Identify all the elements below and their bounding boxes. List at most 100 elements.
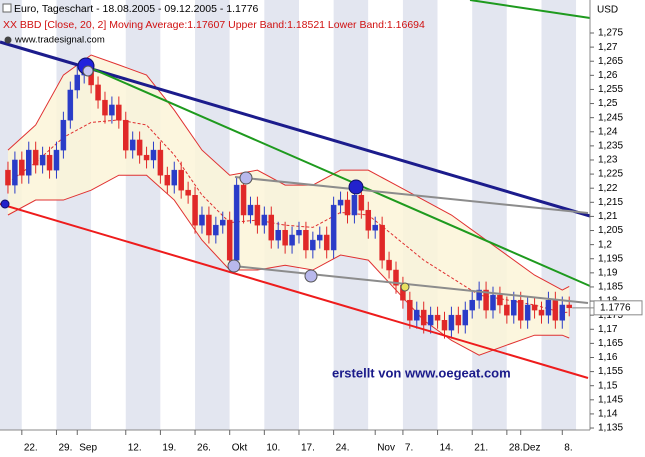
week-stripe bbox=[125, 0, 161, 430]
y-tick-label: 1,215 bbox=[598, 197, 623, 208]
candle-body bbox=[136, 139, 143, 156]
candle-body bbox=[129, 139, 136, 151]
candle-body bbox=[296, 229, 302, 236]
y-tick-label: 1,185 bbox=[598, 282, 623, 293]
candle-body bbox=[171, 169, 178, 186]
y-tick-label: 1,195 bbox=[598, 253, 623, 264]
y-tick-label: 1,155 bbox=[598, 366, 623, 377]
week-stripe bbox=[472, 0, 507, 430]
candle-body bbox=[455, 314, 462, 326]
candle-body bbox=[379, 224, 385, 261]
candle-body bbox=[26, 149, 32, 176]
y-tick-label: 1,17 bbox=[598, 324, 618, 335]
candle-body bbox=[95, 84, 101, 101]
candle-body bbox=[497, 294, 503, 306]
x-tick-label: 14. bbox=[440, 443, 454, 454]
candle-body bbox=[372, 224, 378, 231]
y-tick-label: 1,25 bbox=[598, 98, 618, 109]
candle-body bbox=[275, 229, 281, 241]
candle-body bbox=[365, 209, 372, 231]
candle-body bbox=[310, 239, 316, 251]
candles bbox=[5, 61, 572, 339]
candle-body bbox=[351, 194, 358, 216]
candle-body bbox=[552, 299, 559, 321]
y-tick-label: 1,22 bbox=[598, 183, 618, 194]
candle-body bbox=[150, 149, 157, 161]
week-stripe bbox=[506, 0, 542, 430]
candle-body bbox=[233, 184, 240, 261]
y-tick-label: 1,16 bbox=[598, 352, 618, 363]
candle-body bbox=[157, 149, 164, 176]
x-tick-label: 22. bbox=[24, 443, 38, 454]
y-tick-label: 1,165 bbox=[598, 338, 623, 349]
candle-body bbox=[393, 269, 399, 286]
candle-body bbox=[282, 229, 288, 246]
candle-body bbox=[206, 214, 212, 236]
x-tick-label: 8. bbox=[564, 443, 572, 454]
candle-body bbox=[358, 194, 365, 211]
y-tick-label: 1,14 bbox=[598, 409, 618, 420]
candle-body bbox=[441, 319, 448, 331]
candle-body bbox=[39, 154, 46, 166]
candle-body bbox=[476, 289, 482, 301]
x-tick-label: 10. bbox=[266, 443, 280, 454]
x-tick-label: Sep bbox=[79, 443, 97, 454]
candle-body bbox=[192, 194, 198, 226]
x-tick-label: 21. bbox=[474, 443, 488, 454]
candle-body bbox=[185, 189, 191, 196]
candle-body bbox=[213, 224, 219, 236]
y-tick-label: 1,21 bbox=[598, 211, 618, 222]
y-tick-label: 1,26 bbox=[598, 70, 618, 81]
x-tick-label: 12. bbox=[128, 443, 142, 454]
candle-body bbox=[420, 309, 427, 326]
candle-body bbox=[531, 304, 538, 311]
candle-body bbox=[226, 219, 233, 261]
candle-body bbox=[483, 289, 489, 311]
candle-body bbox=[268, 214, 275, 241]
y-tick-label: 1,2 bbox=[598, 239, 612, 250]
candle-body bbox=[524, 304, 531, 321]
chart-subtitle: XX BBD [Close, 20, 2] Moving Average:1.1… bbox=[3, 19, 425, 31]
week-stripe bbox=[0, 0, 22, 430]
anchor-point bbox=[239, 171, 253, 185]
y-tick-label: 1,23 bbox=[598, 155, 618, 166]
candle-body bbox=[317, 234, 323, 241]
candle-body bbox=[344, 199, 351, 216]
x-tick-label: 17. bbox=[301, 443, 315, 454]
candle-body bbox=[559, 304, 566, 321]
candle-body bbox=[109, 104, 115, 116]
candle-body bbox=[199, 214, 205, 226]
x-tick-label: Okt bbox=[232, 443, 248, 454]
candle-body bbox=[330, 204, 337, 251]
candle-body bbox=[323, 234, 330, 251]
y-tick-label: 1,135 bbox=[598, 423, 623, 434]
candle-body bbox=[303, 229, 309, 251]
candle-body bbox=[448, 314, 455, 331]
title-icon bbox=[2, 3, 12, 13]
candle-body bbox=[220, 219, 226, 226]
y-tick-label: 1,245 bbox=[598, 112, 623, 123]
y-tick-label: 1,15 bbox=[598, 380, 618, 391]
candle-body bbox=[337, 199, 344, 206]
anchor-point bbox=[82, 65, 94, 77]
candle-body bbox=[123, 119, 129, 151]
anchor-point bbox=[400, 282, 410, 292]
y-tick-label: 1,265 bbox=[598, 56, 623, 67]
anchor-point bbox=[304, 269, 318, 283]
candle-body bbox=[102, 99, 108, 116]
y-axis-label: USD bbox=[597, 5, 618, 16]
y-tick-label: 1,145 bbox=[598, 394, 623, 405]
candle-body bbox=[289, 234, 295, 246]
x-tick-label: 29. bbox=[58, 443, 72, 454]
candle-body bbox=[116, 104, 122, 121]
last-price-box bbox=[593, 300, 643, 316]
candle-body bbox=[53, 149, 60, 171]
candle-body bbox=[178, 169, 184, 191]
trend-lines bbox=[0, 0, 591, 379]
week-stripe bbox=[541, 0, 577, 430]
candle-body bbox=[511, 299, 517, 316]
candle-body bbox=[386, 259, 392, 271]
candle-body bbox=[490, 294, 496, 311]
candle-body bbox=[254, 204, 261, 226]
